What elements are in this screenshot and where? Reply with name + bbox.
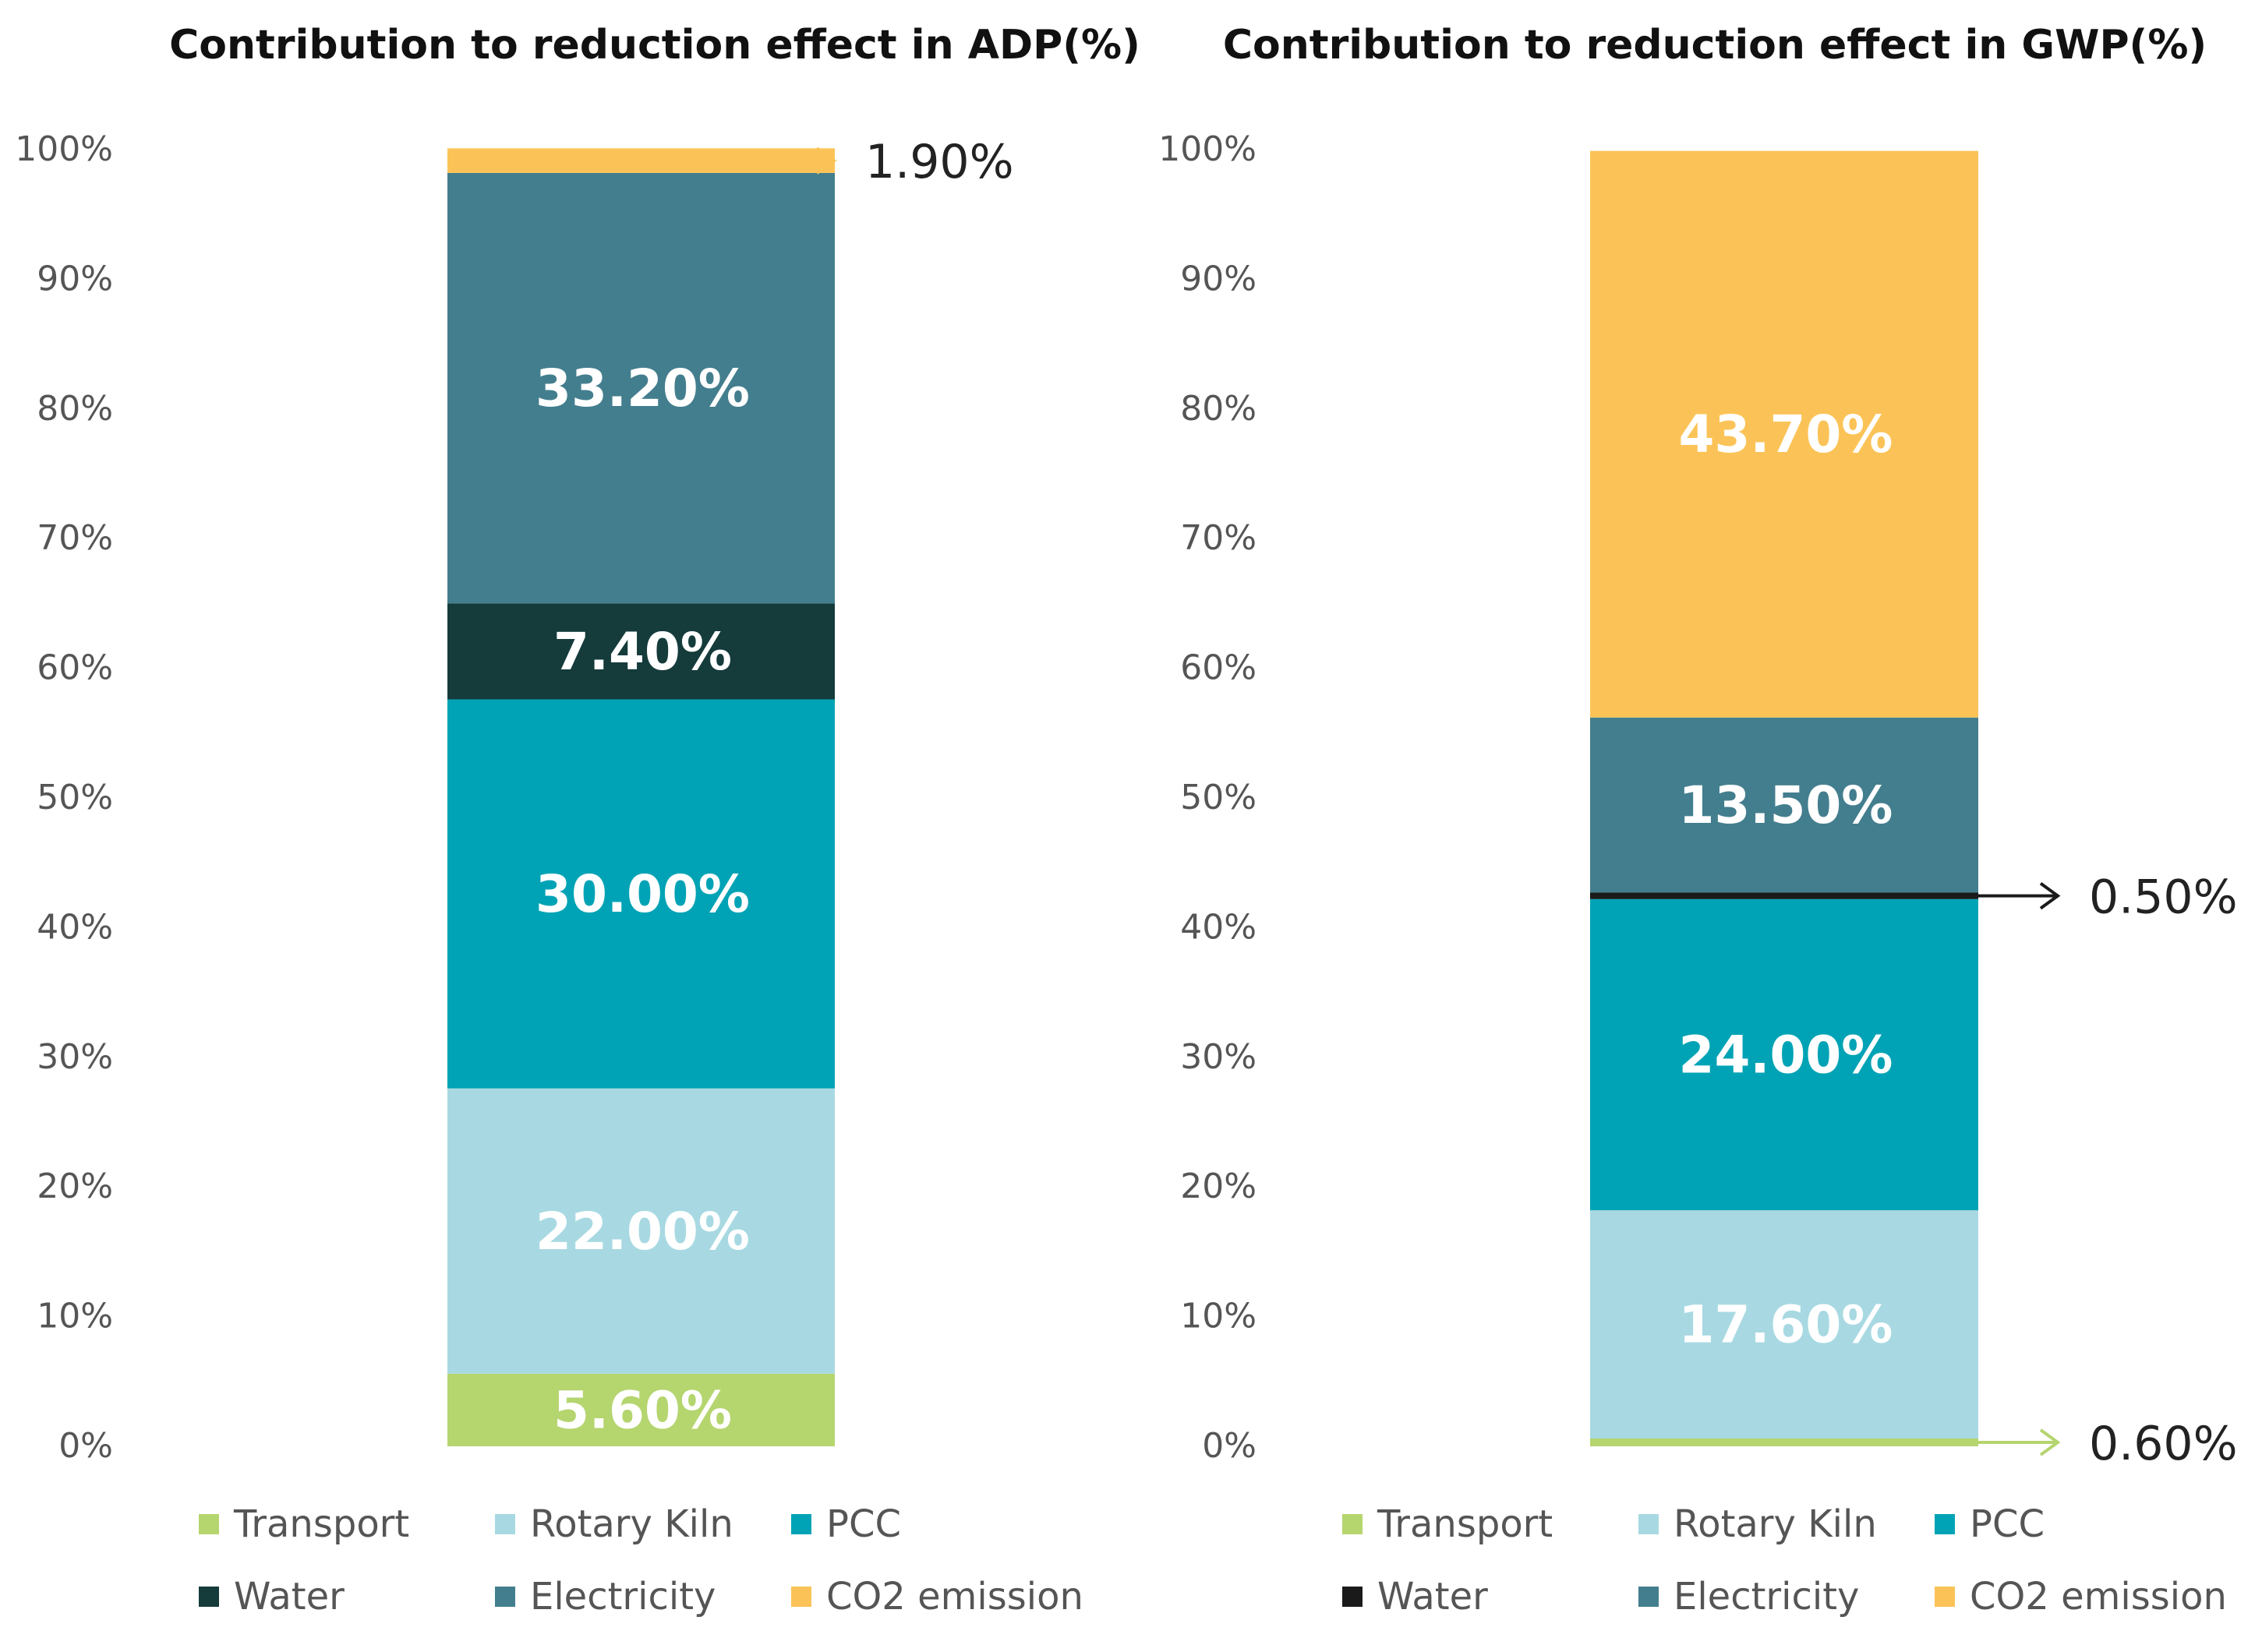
legend-item-water: Water — [199, 1575, 345, 1618]
data-label-pcc: 30.00% — [535, 864, 750, 924]
legend-label: Rotary Kiln — [530, 1502, 733, 1546]
y-tick-label: 40% — [1180, 907, 1256, 947]
legend-item-rotary-kiln: Rotary Kiln — [1638, 1502, 1877, 1546]
y-tick-label: 0% — [58, 1426, 113, 1466]
legend-swatch — [199, 1514, 219, 1534]
legend-swatch — [1935, 1587, 1955, 1607]
data-label-electricity: 33.20% — [535, 358, 750, 418]
data-label-rotary-kiln: 22.00% — [535, 1202, 750, 1262]
y-tick-label: 50% — [37, 778, 113, 817]
y-tick-label: 70% — [1180, 518, 1256, 558]
chart-title: Contribution to reduction effect in ADP(… — [169, 22, 1140, 69]
bar-segment-electricity — [1590, 717, 1978, 893]
bar-segment-pcc — [1590, 898, 1978, 1211]
chart-panel-1: Contribution to reduction effect in ADP(… — [15, 22, 1140, 1618]
legend-swatch — [1638, 1514, 1659, 1534]
data-label-water: 7.40% — [553, 622, 732, 682]
chart-title: Contribution to reduction effect in GWP(… — [1223, 22, 2207, 69]
data-label-electricity: 13.50% — [1679, 775, 1893, 835]
data-label-transport: 5.60% — [553, 1380, 732, 1440]
y-tick-label: 100% — [1158, 129, 1256, 169]
legend-swatch — [1935, 1514, 1955, 1534]
legend-swatch — [1342, 1514, 1363, 1534]
y-tick-label: 20% — [37, 1167, 113, 1206]
chart-panel-2: Contribution to reduction effect in GWP(… — [1158, 22, 2237, 1618]
legend-label: Rotary Kiln — [1674, 1502, 1877, 1546]
bar-segment-water — [1590, 892, 1978, 899]
legend-label: CO2 emission — [1970, 1575, 2227, 1618]
legend-item-water: Water — [1342, 1575, 1488, 1618]
legend-item-pcc: PCC — [791, 1502, 901, 1546]
y-tick-label: 20% — [1180, 1167, 1256, 1206]
legend-label: CO2 emission — [826, 1575, 1083, 1618]
y-tick-label: 60% — [1180, 648, 1256, 688]
y-tick-label: 30% — [1180, 1037, 1256, 1077]
y-tick-label: 70% — [37, 518, 113, 558]
callout-label-co2-emission: 1.90% — [865, 135, 1014, 189]
y-tick-label: 10% — [37, 1297, 113, 1336]
bar-segment-co2-emission — [1590, 150, 1978, 718]
legend-swatch — [1342, 1587, 1363, 1607]
callout-label-transport: 0.60% — [2089, 1417, 2238, 1471]
legend-item-transport: Transport — [1342, 1502, 1553, 1546]
legend-swatch — [791, 1587, 811, 1607]
legend-label: Electricity — [530, 1575, 716, 1618]
data-label-co2-emission: 43.70% — [1679, 404, 1893, 464]
legend-label: Water — [1377, 1575, 1488, 1618]
bar-segment-water — [447, 603, 835, 700]
bar-segment-co2-emission — [447, 148, 835, 173]
callout-arrowhead — [815, 146, 837, 175]
legend-swatch — [495, 1514, 515, 1534]
bar-segment-rotary-kiln — [447, 1088, 835, 1374]
callout-label-water: 0.50% — [2089, 870, 2238, 925]
legend-label: Transport — [1377, 1502, 1553, 1546]
y-tick-label: 40% — [37, 907, 113, 947]
legend-item-pcc: PCC — [1935, 1502, 2045, 1546]
callout-arrowhead — [2039, 882, 2061, 910]
bar-segment-transport — [1590, 1438, 1978, 1446]
legend-swatch — [791, 1514, 811, 1534]
legend-swatch — [495, 1587, 515, 1607]
legend-label: PCC — [826, 1502, 901, 1546]
legend-label: Transport — [233, 1502, 409, 1546]
y-tick-label: 10% — [1180, 1297, 1256, 1336]
legend-item-co2-emission: CO2 emission — [791, 1575, 1083, 1618]
y-tick-label: 80% — [1180, 389, 1256, 429]
legend-item-co2-emission: CO2 emission — [1935, 1575, 2227, 1618]
y-tick-label: 90% — [1180, 259, 1256, 298]
legend-label: PCC — [1970, 1502, 2045, 1546]
legend-swatch — [1638, 1587, 1659, 1607]
bar-segment-electricity — [447, 172, 835, 604]
y-tick-label: 60% — [37, 648, 113, 688]
y-tick-label: 80% — [37, 389, 113, 429]
y-tick-label: 100% — [15, 129, 113, 169]
y-tick-label: 50% — [1180, 778, 1256, 817]
bar-segment-transport — [447, 1373, 835, 1446]
legend-label: Electricity — [1674, 1575, 1859, 1618]
legend-label: Water — [234, 1575, 345, 1618]
data-label-rotary-kiln: 17.60% — [1679, 1295, 1893, 1355]
legend-item-electricity: Electricity — [495, 1575, 716, 1618]
callout-arrowhead — [2039, 1428, 2061, 1456]
legend-swatch — [199, 1587, 219, 1607]
legend-item-rotary-kiln: Rotary Kiln — [495, 1502, 733, 1546]
y-tick-label: 90% — [37, 259, 113, 298]
bar-segment-pcc — [447, 699, 835, 1089]
data-label-pcc: 24.00% — [1679, 1025, 1893, 1085]
legend-item-transport: Transport — [199, 1502, 409, 1546]
legend-item-electricity: Electricity — [1638, 1575, 1859, 1618]
y-tick-label: 30% — [37, 1037, 113, 1077]
bar-segment-rotary-kiln — [1590, 1210, 1978, 1439]
y-tick-label: 0% — [1202, 1426, 1256, 1466]
